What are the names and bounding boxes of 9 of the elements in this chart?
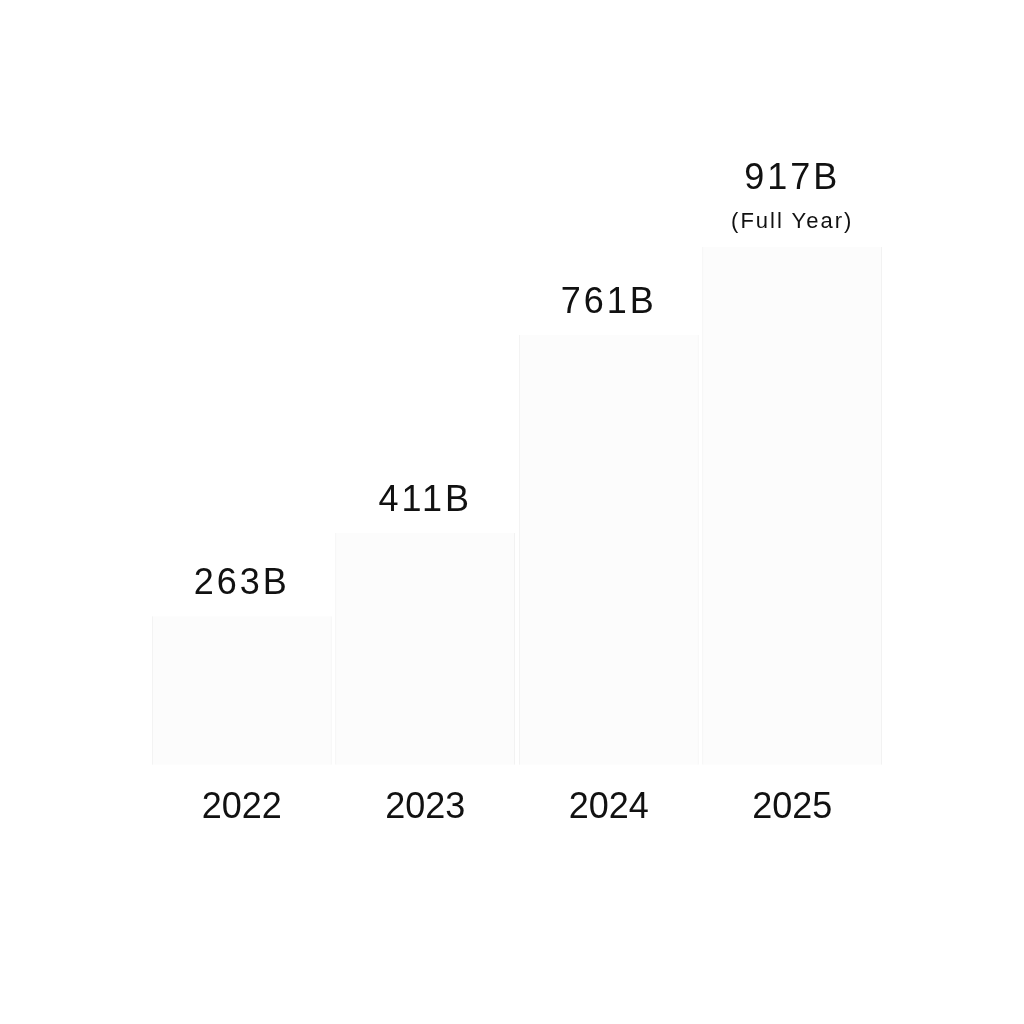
data-label: 917B: [744, 155, 841, 197]
annotation: (Full Year): [731, 207, 854, 233]
x-tick-label: 2024: [568, 785, 649, 827]
data-label: 263B: [193, 561, 290, 603]
data-label: 761B: [560, 279, 657, 321]
x-tick-label: 2022: [201, 785, 282, 827]
x-tick-label: 2023: [385, 785, 466, 827]
data-label: 411B: [378, 477, 472, 519]
x-tick-label: 2025: [752, 785, 833, 827]
